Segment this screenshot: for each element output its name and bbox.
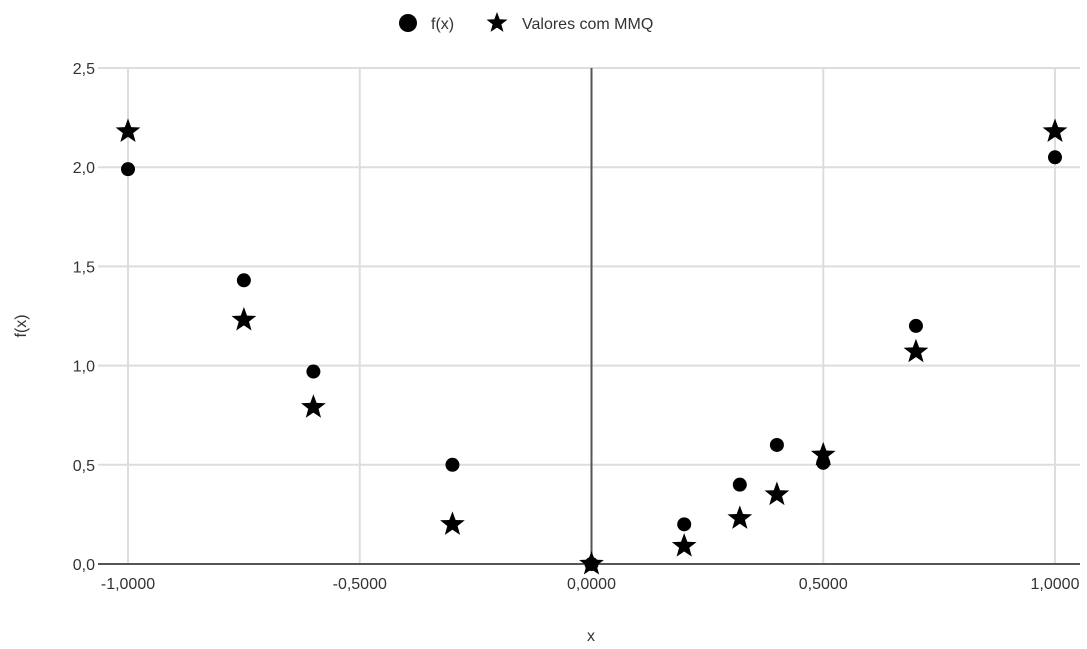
x-tick-label: 0,0000 bbox=[567, 576, 616, 593]
x-axis-title: x bbox=[587, 628, 595, 644]
data-point-mmq bbox=[115, 118, 141, 143]
legend: f(x) Valores com MMQ bbox=[399, 12, 653, 33]
axis-layer: 0,0 0,5 1,0 1,5 2,0 2,5 -1,0000 -0,5000 0,0000 0,… bbox=[73, 61, 1080, 593]
data-point-mmq bbox=[727, 505, 753, 529]
data-point-fx bbox=[121, 162, 135, 177]
data-point-mmq bbox=[579, 551, 604, 575]
grid-layer bbox=[98, 67, 1080, 564]
x-tick-label: 1,0000 bbox=[1031, 576, 1080, 593]
data-point-fx bbox=[732, 477, 747, 492]
data-point-mmq bbox=[440, 511, 465, 535]
data-point-fx bbox=[1048, 150, 1062, 165]
data-point-mmq bbox=[810, 441, 836, 466]
y-tick-label: 0,5 bbox=[73, 458, 95, 475]
data-point-mmq bbox=[1042, 118, 1068, 143]
y-tick-label: 2,0 bbox=[73, 160, 95, 177]
x-tick-label: -0,5000 bbox=[333, 576, 387, 593]
legend-label-fx: f(x) bbox=[431, 16, 454, 33]
data-point-fx bbox=[908, 318, 923, 333]
x-tick-label: -1,0000 bbox=[101, 576, 155, 593]
data-point-mmq bbox=[671, 533, 697, 557]
y-tick-label: 2,5 bbox=[73, 61, 95, 78]
data-point-mmq bbox=[764, 481, 790, 506]
data-point-mmq bbox=[231, 306, 257, 331]
y-tick-label: 1,0 bbox=[73, 359, 95, 376]
data-point-mmq bbox=[903, 338, 929, 363]
y-tick-label: 0,0 bbox=[73, 557, 95, 574]
data-point-fx bbox=[306, 364, 321, 379]
y-axis-title: f(x) bbox=[13, 314, 30, 337]
legend-label-mmq: Valores com MMQ bbox=[522, 16, 653, 33]
data-point-fx bbox=[769, 437, 784, 452]
data-point-fx bbox=[236, 273, 251, 288]
data-point-fx bbox=[445, 457, 460, 472]
y-tick-label: 1,5 bbox=[73, 259, 95, 276]
mark-layer bbox=[115, 118, 1068, 575]
legend-circle-marker bbox=[399, 14, 417, 32]
x-tick-label: 0,5000 bbox=[799, 576, 848, 593]
data-point-mmq bbox=[301, 394, 326, 418]
legend-star-marker bbox=[486, 12, 508, 32]
data-point-fx bbox=[677, 517, 692, 532]
